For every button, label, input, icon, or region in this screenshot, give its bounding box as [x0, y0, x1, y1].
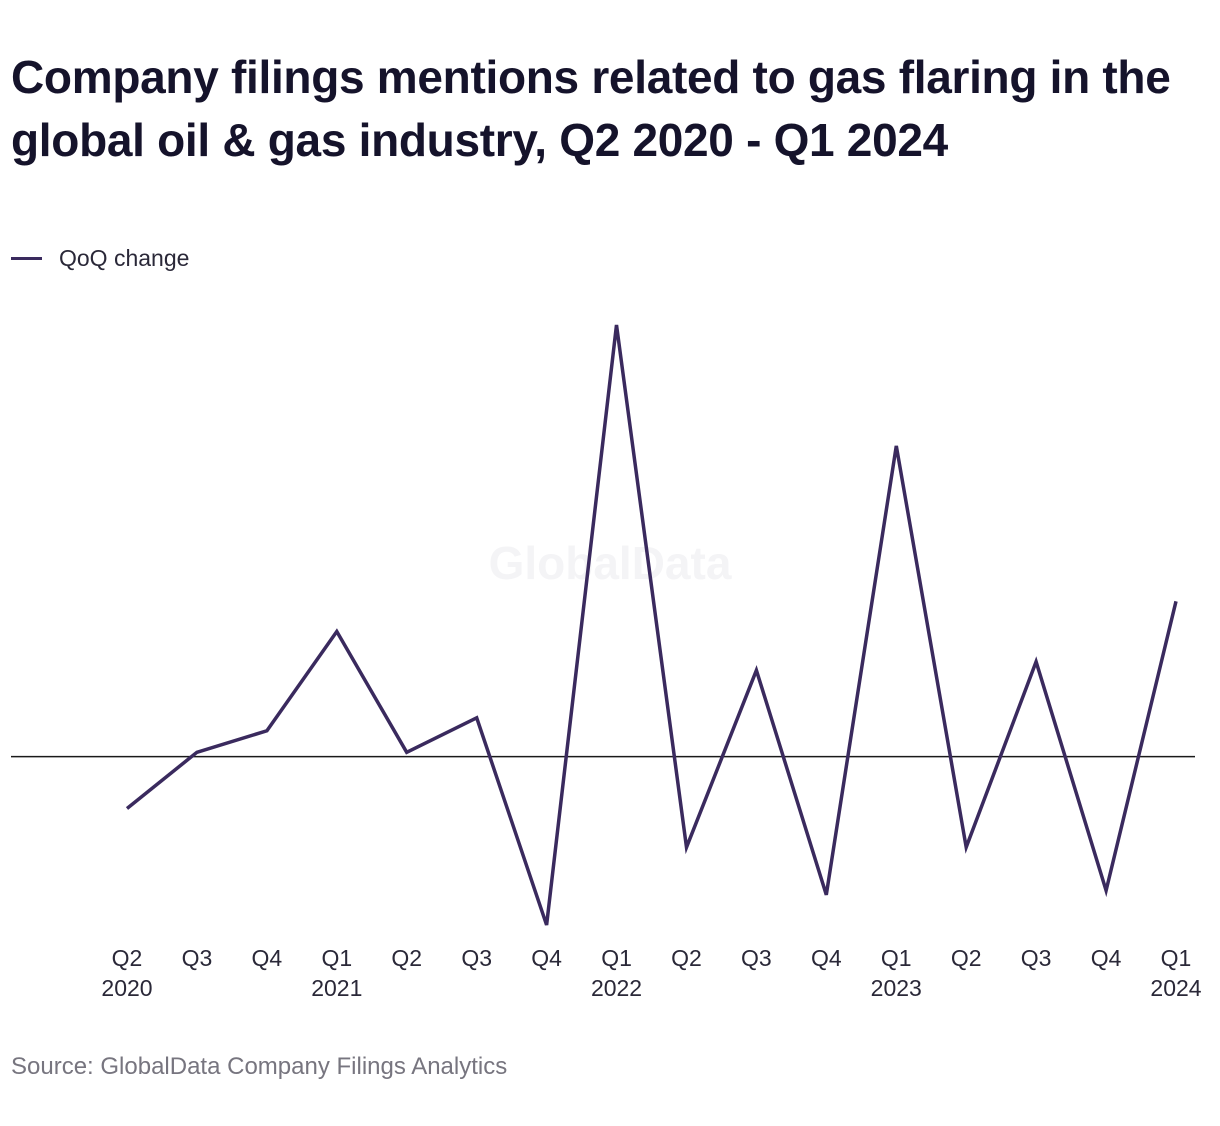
x-tick-label: Q4 — [811, 945, 842, 971]
x-tick-year-label: 2022 — [591, 975, 642, 1001]
data-point — [894, 444, 898, 448]
x-tick-year-label: 2021 — [311, 975, 362, 1001]
source-note: Source: GlobalData Company Filings Analy… — [11, 1053, 508, 1080]
x-tick-label: Q1 — [881, 945, 912, 971]
data-point — [824, 893, 828, 897]
data-point — [475, 716, 479, 720]
x-tick-label: Q4 — [1091, 945, 1122, 971]
x-tick-year-label: 2024 — [1150, 975, 1201, 1001]
x-tick-label: Q2 — [951, 945, 982, 971]
data-point — [125, 806, 129, 810]
data-point — [964, 845, 968, 849]
x-tick-label: Q2 — [671, 945, 702, 971]
data-point — [335, 629, 339, 633]
legend-label-qoq-change: QoQ change — [59, 244, 190, 271]
x-tick-year-label: 2023 — [871, 975, 922, 1001]
x-tick-label: Q3 — [182, 945, 213, 971]
legend: QoQ change — [11, 243, 189, 273]
x-tick-label: Q4 — [531, 945, 562, 971]
legend-swatch-qoq-change — [11, 256, 42, 260]
data-point — [545, 923, 549, 927]
data-point — [1104, 888, 1108, 892]
data-point — [754, 668, 758, 672]
data-point — [195, 750, 199, 754]
data-point — [1034, 660, 1038, 664]
x-tick-label: Q3 — [1021, 945, 1052, 971]
data-point — [1174, 599, 1178, 603]
x-tick-label: Q1 — [1161, 945, 1192, 971]
x-tick-label: Q2 — [391, 945, 422, 971]
x-tick-label: Q3 — [461, 945, 492, 971]
data-point — [684, 845, 688, 849]
data-point — [405, 750, 409, 754]
data-point — [265, 729, 269, 733]
x-tick-label: Q1 — [321, 945, 352, 971]
data-point — [615, 323, 619, 327]
x-tick-label: Q2 — [112, 945, 143, 971]
x-tick-label: Q3 — [741, 945, 772, 971]
series-line-qoq-change — [125, 324, 1178, 926]
x-tick-year-label: 2020 — [101, 975, 152, 1001]
x-tick-label: Q1 — [601, 945, 632, 971]
watermark: GlobalData — [488, 537, 732, 589]
x-tick-label: Q4 — [252, 945, 283, 971]
chart-title: Company filings mentions related to gas … — [11, 51, 1171, 166]
